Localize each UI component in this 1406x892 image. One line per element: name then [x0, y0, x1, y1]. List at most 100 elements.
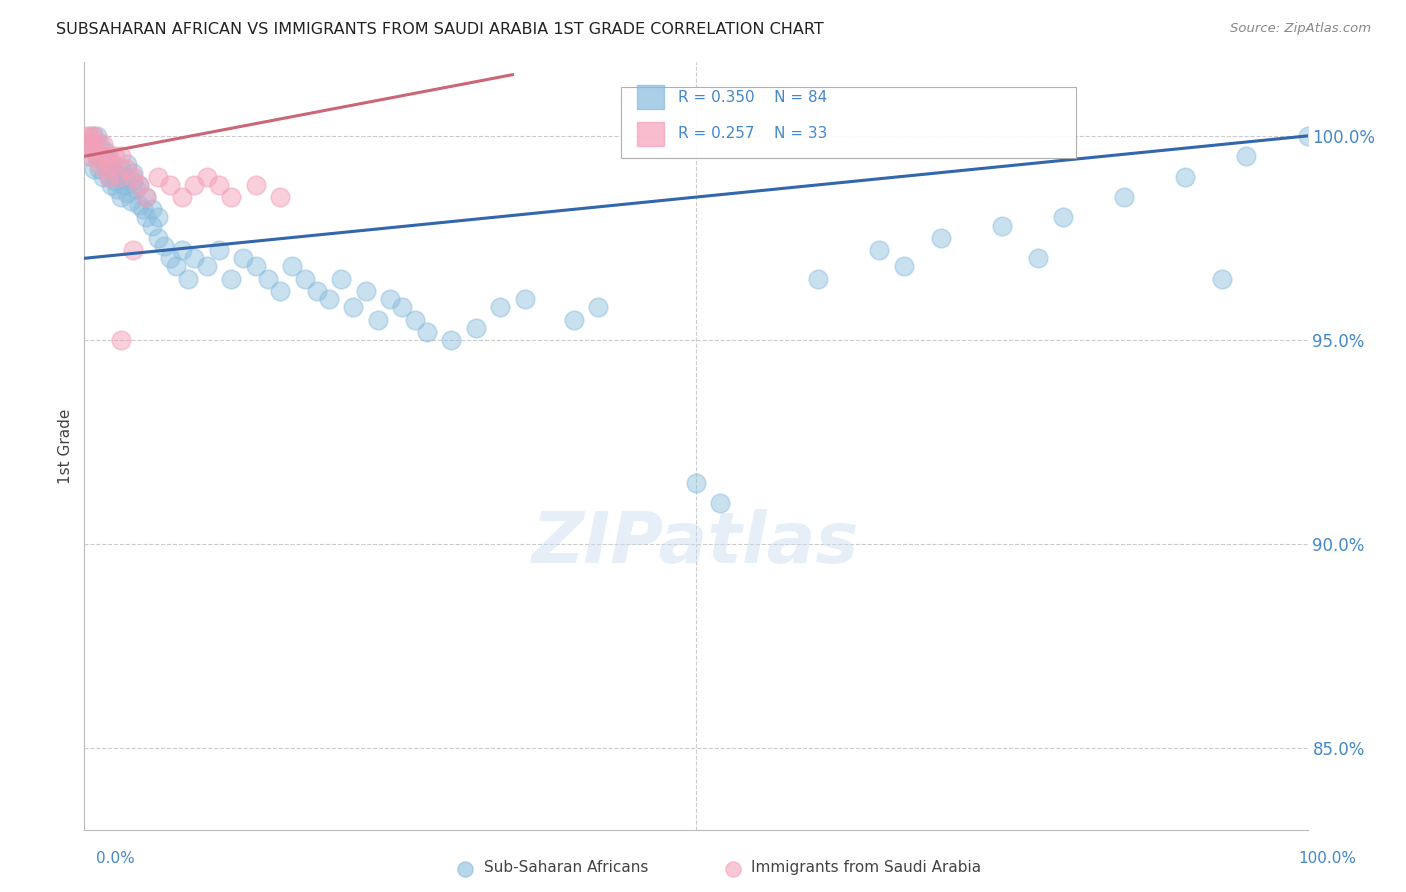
Point: [991, 219, 1014, 233]
Point: [153, 239, 176, 253]
Point: [87, 157, 110, 171]
Point: [440, 333, 463, 347]
Point: [404, 312, 426, 326]
Point: [257, 271, 280, 285]
Point: [195, 260, 218, 274]
Point: [104, 149, 127, 163]
Point: [91, 136, 114, 151]
FancyBboxPatch shape: [621, 87, 1077, 158]
Point: [342, 300, 364, 314]
Point: [128, 178, 150, 192]
Point: [159, 178, 181, 192]
Point: [79, 149, 101, 163]
Point: [110, 161, 132, 176]
Point: [269, 190, 291, 204]
Point: [513, 292, 536, 306]
Point: [105, 182, 128, 196]
Point: [219, 271, 242, 285]
Point: [1028, 252, 1050, 266]
Point: [208, 178, 231, 192]
Point: [172, 243, 194, 257]
Point: [110, 149, 132, 163]
Point: [107, 169, 129, 184]
Point: [172, 190, 194, 204]
Point: [1114, 190, 1136, 204]
Point: [110, 190, 132, 204]
Point: [132, 202, 155, 217]
Point: [135, 211, 157, 225]
Point: [183, 252, 205, 266]
Point: [929, 231, 952, 245]
Point: [367, 312, 389, 326]
Text: 100.0%: 100.0%: [1299, 851, 1357, 865]
Text: Immigrants from Saudi Arabia: Immigrants from Saudi Arabia: [751, 861, 981, 875]
Point: [159, 252, 181, 266]
Y-axis label: 1st Grade: 1st Grade: [58, 409, 73, 483]
Point: [125, 182, 148, 196]
Text: ZIPatlas: ZIPatlas: [533, 509, 859, 578]
Point: [195, 169, 218, 184]
Point: [330, 271, 353, 285]
Point: [281, 260, 304, 274]
Point: [464, 320, 486, 334]
Bar: [637, 85, 664, 110]
Point: [141, 202, 163, 217]
Point: [77, 136, 100, 151]
Point: [294, 271, 316, 285]
Point: [97, 153, 120, 168]
Point: [146, 169, 169, 184]
Point: [91, 169, 114, 184]
Point: [112, 178, 135, 192]
Point: [91, 149, 114, 163]
Point: [122, 166, 145, 180]
Point: [893, 260, 915, 274]
Point: [87, 161, 110, 176]
Point: [82, 141, 104, 155]
Point: [146, 211, 169, 225]
Point: [1174, 169, 1197, 184]
Point: [1052, 211, 1074, 225]
Point: [97, 169, 120, 184]
Point: [380, 292, 402, 306]
Point: [114, 169, 136, 184]
Point: [807, 271, 830, 285]
Point: [489, 300, 512, 314]
Point: [177, 271, 200, 285]
Point: [89, 136, 111, 151]
Point: [115, 157, 138, 171]
Point: [101, 161, 124, 176]
Point: [135, 190, 157, 204]
Point: [86, 149, 108, 163]
Point: [1236, 149, 1258, 163]
Point: [305, 284, 328, 298]
Point: [562, 312, 585, 326]
Text: SUBSAHARAN AFRICAN VS IMMIGRANTS FROM SAUDI ARABIA 1ST GRADE CORRELATION CHART: SUBSAHARAN AFRICAN VS IMMIGRANTS FROM SA…: [56, 22, 824, 37]
Point: [115, 161, 138, 176]
Point: [141, 219, 163, 233]
Text: R = 0.257    N = 33: R = 0.257 N = 33: [678, 127, 827, 141]
Text: Sub-Saharan Africans: Sub-Saharan Africans: [484, 861, 648, 875]
Point: [86, 149, 108, 163]
Point: [94, 157, 117, 171]
Point: [76, 128, 98, 143]
Point: [104, 174, 127, 188]
Text: R = 0.350    N = 84: R = 0.350 N = 84: [678, 89, 827, 104]
Point: [318, 292, 340, 306]
Point: [146, 231, 169, 245]
Point: [79, 128, 101, 143]
Point: [721, 862, 744, 876]
Point: [86, 128, 108, 143]
Point: [83, 161, 105, 176]
Point: [245, 178, 267, 192]
Point: [86, 136, 108, 151]
Point: [183, 178, 205, 192]
Point: [122, 243, 145, 257]
Point: [269, 284, 291, 298]
Point: [104, 166, 127, 180]
Point: [245, 260, 267, 274]
Point: [685, 475, 707, 490]
Point: [709, 496, 731, 510]
Point: [122, 169, 145, 184]
Point: [100, 157, 122, 171]
Point: [77, 149, 100, 163]
